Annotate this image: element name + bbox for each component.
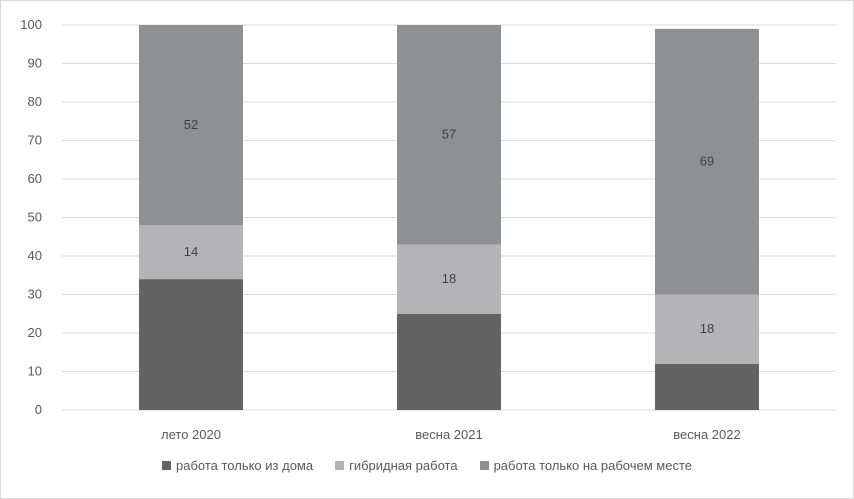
- data-labels: 14 52 18 57 18 69: [184, 117, 714, 336]
- y-tick-label: 60: [28, 171, 42, 186]
- data-label: 57: [442, 127, 456, 142]
- legend-item: работа только на рабочем месте: [479, 458, 692, 473]
- bar-segment: [139, 279, 243, 410]
- y-tick-label: 40: [28, 248, 42, 263]
- legend-label: гибридная работа: [349, 458, 458, 473]
- bar-segment: [397, 313, 501, 410]
- y-tick-label: 10: [28, 364, 42, 379]
- y-tick-label: 100: [20, 17, 42, 32]
- y-tick-label: 80: [28, 94, 42, 109]
- data-label: 18: [442, 271, 456, 286]
- legend-swatch: [335, 461, 345, 470]
- legend-label: работа только на рабочем месте: [493, 458, 692, 473]
- y-axis-ticks: 0 10 20 30 40 50 60 70 80 90 100: [20, 17, 42, 417]
- y-tick-label: 70: [28, 133, 42, 148]
- bar-segment: [655, 363, 759, 410]
- data-label: 52: [184, 117, 198, 132]
- bar-segment: [139, 225, 243, 280]
- legend: работа только из дома гибридная работа раб…: [0, 458, 854, 473]
- bar-segment: [397, 25, 501, 245]
- legend-item: работа только из дома: [161, 458, 314, 473]
- bar-segment: [655, 294, 759, 364]
- x-axis-categories: лето 2020 весна 2021 весна 2022: [161, 427, 741, 442]
- bars: [139, 25, 759, 410]
- legend-swatch: [479, 461, 489, 470]
- y-tick-label: 90: [28, 56, 42, 71]
- data-label: 14: [184, 244, 198, 259]
- legend-swatch: [161, 461, 171, 470]
- y-tick-label: 50: [28, 210, 42, 225]
- y-tick-label: 0: [35, 402, 42, 417]
- bar-segment: [655, 28, 759, 295]
- legend-item: гибридная работа: [335, 458, 458, 473]
- legend-label: работа только из дома: [175, 458, 314, 473]
- x-category-label: лето 2020: [161, 427, 221, 442]
- data-label: 69: [700, 154, 714, 169]
- x-category-label: весна 2021: [415, 427, 482, 442]
- y-tick-label: 30: [28, 287, 42, 302]
- x-category-label: весна 2022: [673, 427, 740, 442]
- data-label: 18: [700, 321, 714, 336]
- y-tick-label: 20: [28, 325, 42, 340]
- bar-segment: [139, 25, 243, 226]
- bar-segment: [397, 244, 501, 314]
